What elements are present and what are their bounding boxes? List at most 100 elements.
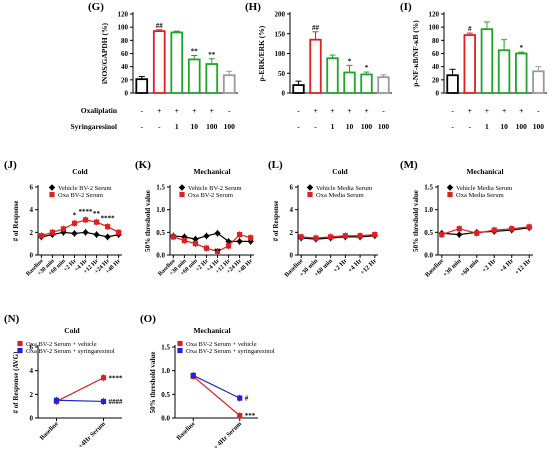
- y-tick-label: 0.0: [161, 415, 170, 423]
- data-point-marker: [298, 234, 304, 240]
- treatment-cell: -: [158, 122, 161, 131]
- bar: [152, 30, 166, 94]
- data-point-marker: [446, 184, 454, 191]
- y-axis-label: iNOS/GAPDH (%): [100, 22, 109, 84]
- treatment-cell: -: [451, 122, 454, 131]
- treatment-cell: +: [347, 106, 351, 115]
- legend-label: Oxa Media Serum: [456, 192, 504, 199]
- x-tick-label: +12 Hr: [359, 257, 378, 276]
- legend-label: Vehicle Media Serum: [456, 185, 512, 192]
- x-tick-label: +2 Hr: [332, 257, 349, 274]
- treatment-cell: 10: [500, 122, 508, 131]
- significance-label: *: [73, 211, 77, 219]
- y-tick-label: 4: [30, 367, 34, 375]
- y-tick-label: 0: [290, 252, 294, 260]
- significance-label: #: [245, 395, 249, 403]
- data-point-marker: [357, 233, 363, 239]
- data-point-marker: [17, 347, 23, 354]
- data-point-marker: [439, 232, 445, 238]
- data-point-marker: [474, 230, 480, 236]
- treatment-cell: -: [451, 106, 454, 115]
- y-tick-label: 2: [30, 391, 34, 399]
- treatment-cell: +: [330, 106, 334, 115]
- y-tick-label: 6: [290, 184, 294, 192]
- y-tick-label: 1.5: [161, 344, 170, 352]
- significance-label: **: [191, 47, 199, 55]
- bar: [360, 73, 373, 94]
- treatment-cell: 100: [224, 122, 236, 131]
- y-tick-label: 100: [275, 50, 286, 58]
- x-tick-label: + 4Hr Serum: [212, 420, 243, 451]
- data-point-marker: [71, 230, 78, 237]
- significance-label: **: [214, 247, 222, 255]
- y-tick-label: 80: [432, 37, 440, 45]
- significance-label: *: [365, 64, 369, 72]
- bar: [515, 52, 528, 94]
- y-tick-label: 0: [125, 90, 129, 98]
- data-point-marker: [306, 184, 314, 191]
- treatment-cell: -: [141, 122, 144, 131]
- y-tick-label: 0.5: [156, 229, 165, 237]
- treatment-row-label: Syringaresinol: [70, 122, 117, 131]
- data-point-marker: [203, 232, 210, 240]
- y-tick-label: 40: [432, 63, 440, 71]
- panel-label: (M): [400, 159, 418, 171]
- legend-label: Oxa Media Serum: [316, 192, 364, 199]
- treatment-cell: -: [382, 106, 385, 115]
- y-tick-label: 6: [30, 184, 34, 192]
- chart-title: Cold: [72, 167, 88, 176]
- treatment-cell: +: [502, 106, 506, 115]
- treatment-cell: 10: [346, 122, 354, 131]
- bar: [532, 70, 545, 94]
- data-point-marker: [100, 398, 107, 405]
- data-point-marker: [307, 191, 313, 198]
- treatment-cell: +: [364, 106, 368, 115]
- bar: [446, 74, 459, 94]
- data-point-marker: [526, 224, 532, 230]
- x-tick-label: +12 Hr: [514, 257, 533, 276]
- y-axis-label: 50% threshold value: [149, 352, 157, 414]
- chart-title: Mechanical: [193, 326, 230, 335]
- data-point-marker: [48, 184, 56, 191]
- y-tick-label: 1.0: [161, 367, 170, 375]
- significance-label: ##: [156, 22, 164, 30]
- y-tick-label: 150: [275, 30, 286, 38]
- data-point-marker: [328, 234, 334, 240]
- data-point-marker: [93, 231, 100, 238]
- data-point-marker: [93, 219, 100, 225]
- treatment-cell: +: [313, 106, 317, 115]
- x-tick-label: Baseline: [175, 420, 196, 441]
- treatment-cell: +: [192, 106, 196, 115]
- treatment-cell: -: [297, 106, 300, 115]
- treatment-cell: 1: [175, 122, 179, 131]
- data-point-marker: [248, 235, 254, 241]
- data-point-marker: [53, 397, 60, 403]
- legend-label: Oxa BV-2 Serum + syringaresinol: [186, 348, 275, 355]
- significance-label: ##: [312, 24, 320, 32]
- data-point-marker: [82, 229, 89, 236]
- data-point-marker: [342, 233, 348, 239]
- data-point-marker: [225, 243, 232, 249]
- data-point-marker: [177, 340, 183, 347]
- y-tick-label: 1.0: [424, 206, 433, 214]
- treatment-cell: 1: [331, 122, 335, 131]
- legend-label: Oxa BV-2 Serum + vehicle: [186, 341, 257, 348]
- y-tick-label: 100: [118, 24, 129, 32]
- y-tick-label: 0: [30, 415, 34, 423]
- series-line: [441, 226, 530, 236]
- y-tick-label: 6: [30, 344, 34, 352]
- data-point-marker: [203, 245, 210, 251]
- x-tick-label: +4Hr Serum: [77, 420, 107, 450]
- series-line: [56, 377, 104, 402]
- y-axis-label: # of Response: [12, 201, 20, 242]
- data-point-marker: [456, 226, 462, 232]
- significance-label: ****: [101, 215, 116, 223]
- bar: [205, 63, 219, 94]
- y-axis-label: # of Response: [272, 201, 280, 242]
- panel-label: (G): [88, 1, 104, 13]
- data-point-marker: [104, 233, 111, 241]
- chart-title: Cold: [332, 167, 348, 176]
- series-line: [192, 374, 241, 399]
- data-point-marker: [49, 191, 55, 198]
